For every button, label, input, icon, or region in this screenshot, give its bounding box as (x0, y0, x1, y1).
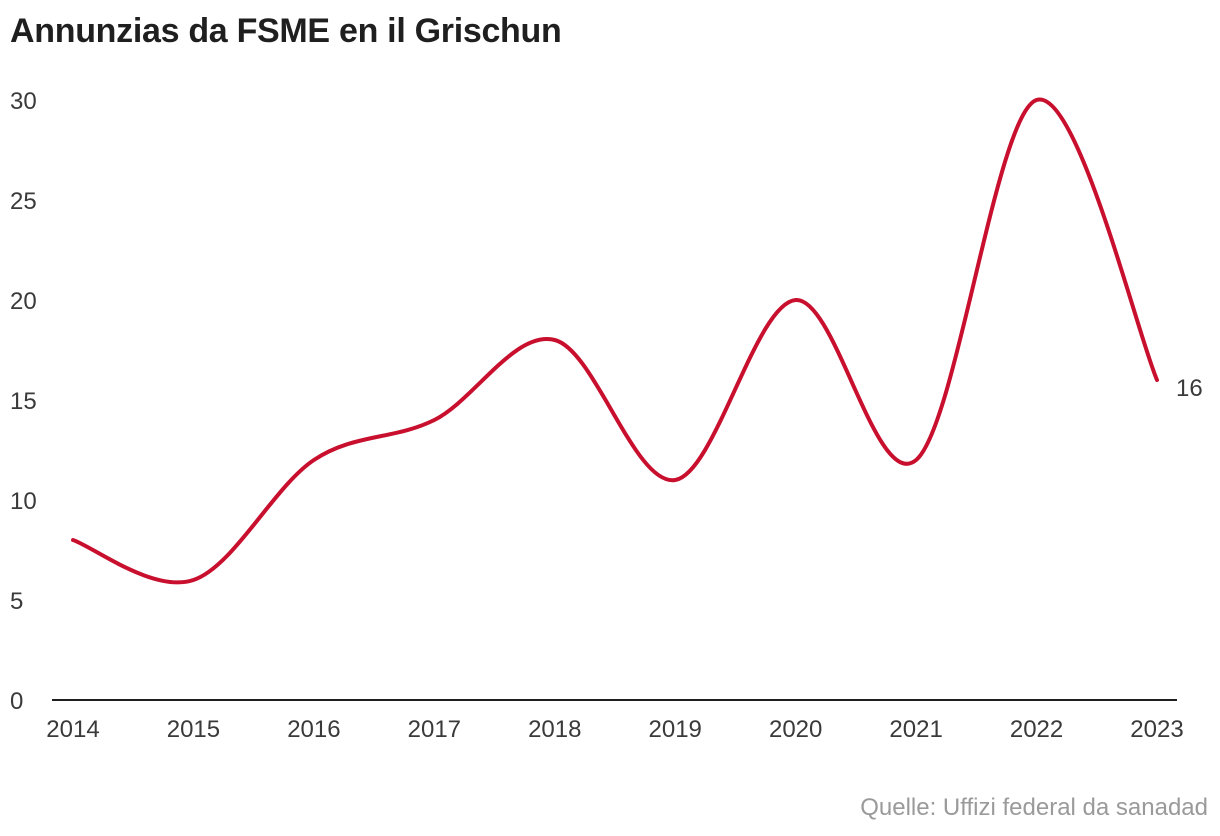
y-tick-label: 25 (10, 188, 37, 215)
end-value-label: 16 (1176, 375, 1203, 402)
x-tick-label: 2020 (769, 716, 822, 743)
data-point-2015 (191, 578, 195, 582)
y-tick-label: 0 (10, 688, 23, 715)
chart-title: Annunzias da FSME en il Grischun (10, 12, 562, 50)
x-tick-label: 2017 (408, 716, 461, 743)
x-tick-label: 2021 (889, 716, 942, 743)
data-points (71, 98, 1159, 582)
x-tick-label: 2016 (287, 716, 340, 743)
y-axis-ticks: 0 5 10 15 20 25 30 (10, 88, 37, 715)
y-tick-label: 20 (10, 288, 37, 315)
data-point-2022 (1035, 98, 1039, 102)
y-tick-label: 30 (10, 88, 37, 115)
series-line-annunzias (71, 97, 1159, 585)
x-tick-label: 2018 (528, 716, 581, 743)
x-tick-label: 2023 (1130, 716, 1183, 743)
data-point-2021 (914, 458, 918, 462)
data-point-2014 (71, 538, 75, 542)
data-point-2017 (432, 418, 436, 422)
y-tick-label: 15 (10, 388, 37, 415)
y-tick-label: 5 (10, 588, 23, 615)
data-point-2019 (673, 478, 677, 482)
source-note: Quelle: Uffizi federal da sanadad (860, 794, 1208, 821)
x-tick-label: 2015 (167, 716, 220, 743)
data-point-2018 (553, 338, 557, 342)
x-axis-ticks: 2014 2015 2016 2017 2018 2019 2020 2021 2022 2023 (46, 716, 1183, 743)
y-tick-label: 10 (10, 488, 37, 515)
data-point-2020 (794, 298, 798, 302)
x-tick-label: 2019 (649, 716, 702, 743)
x-tick-label: 2014 (46, 716, 99, 743)
x-tick-label: 2022 (1010, 716, 1063, 743)
data-point-2023 (1155, 378, 1159, 382)
data-point-2016 (312, 458, 316, 462)
